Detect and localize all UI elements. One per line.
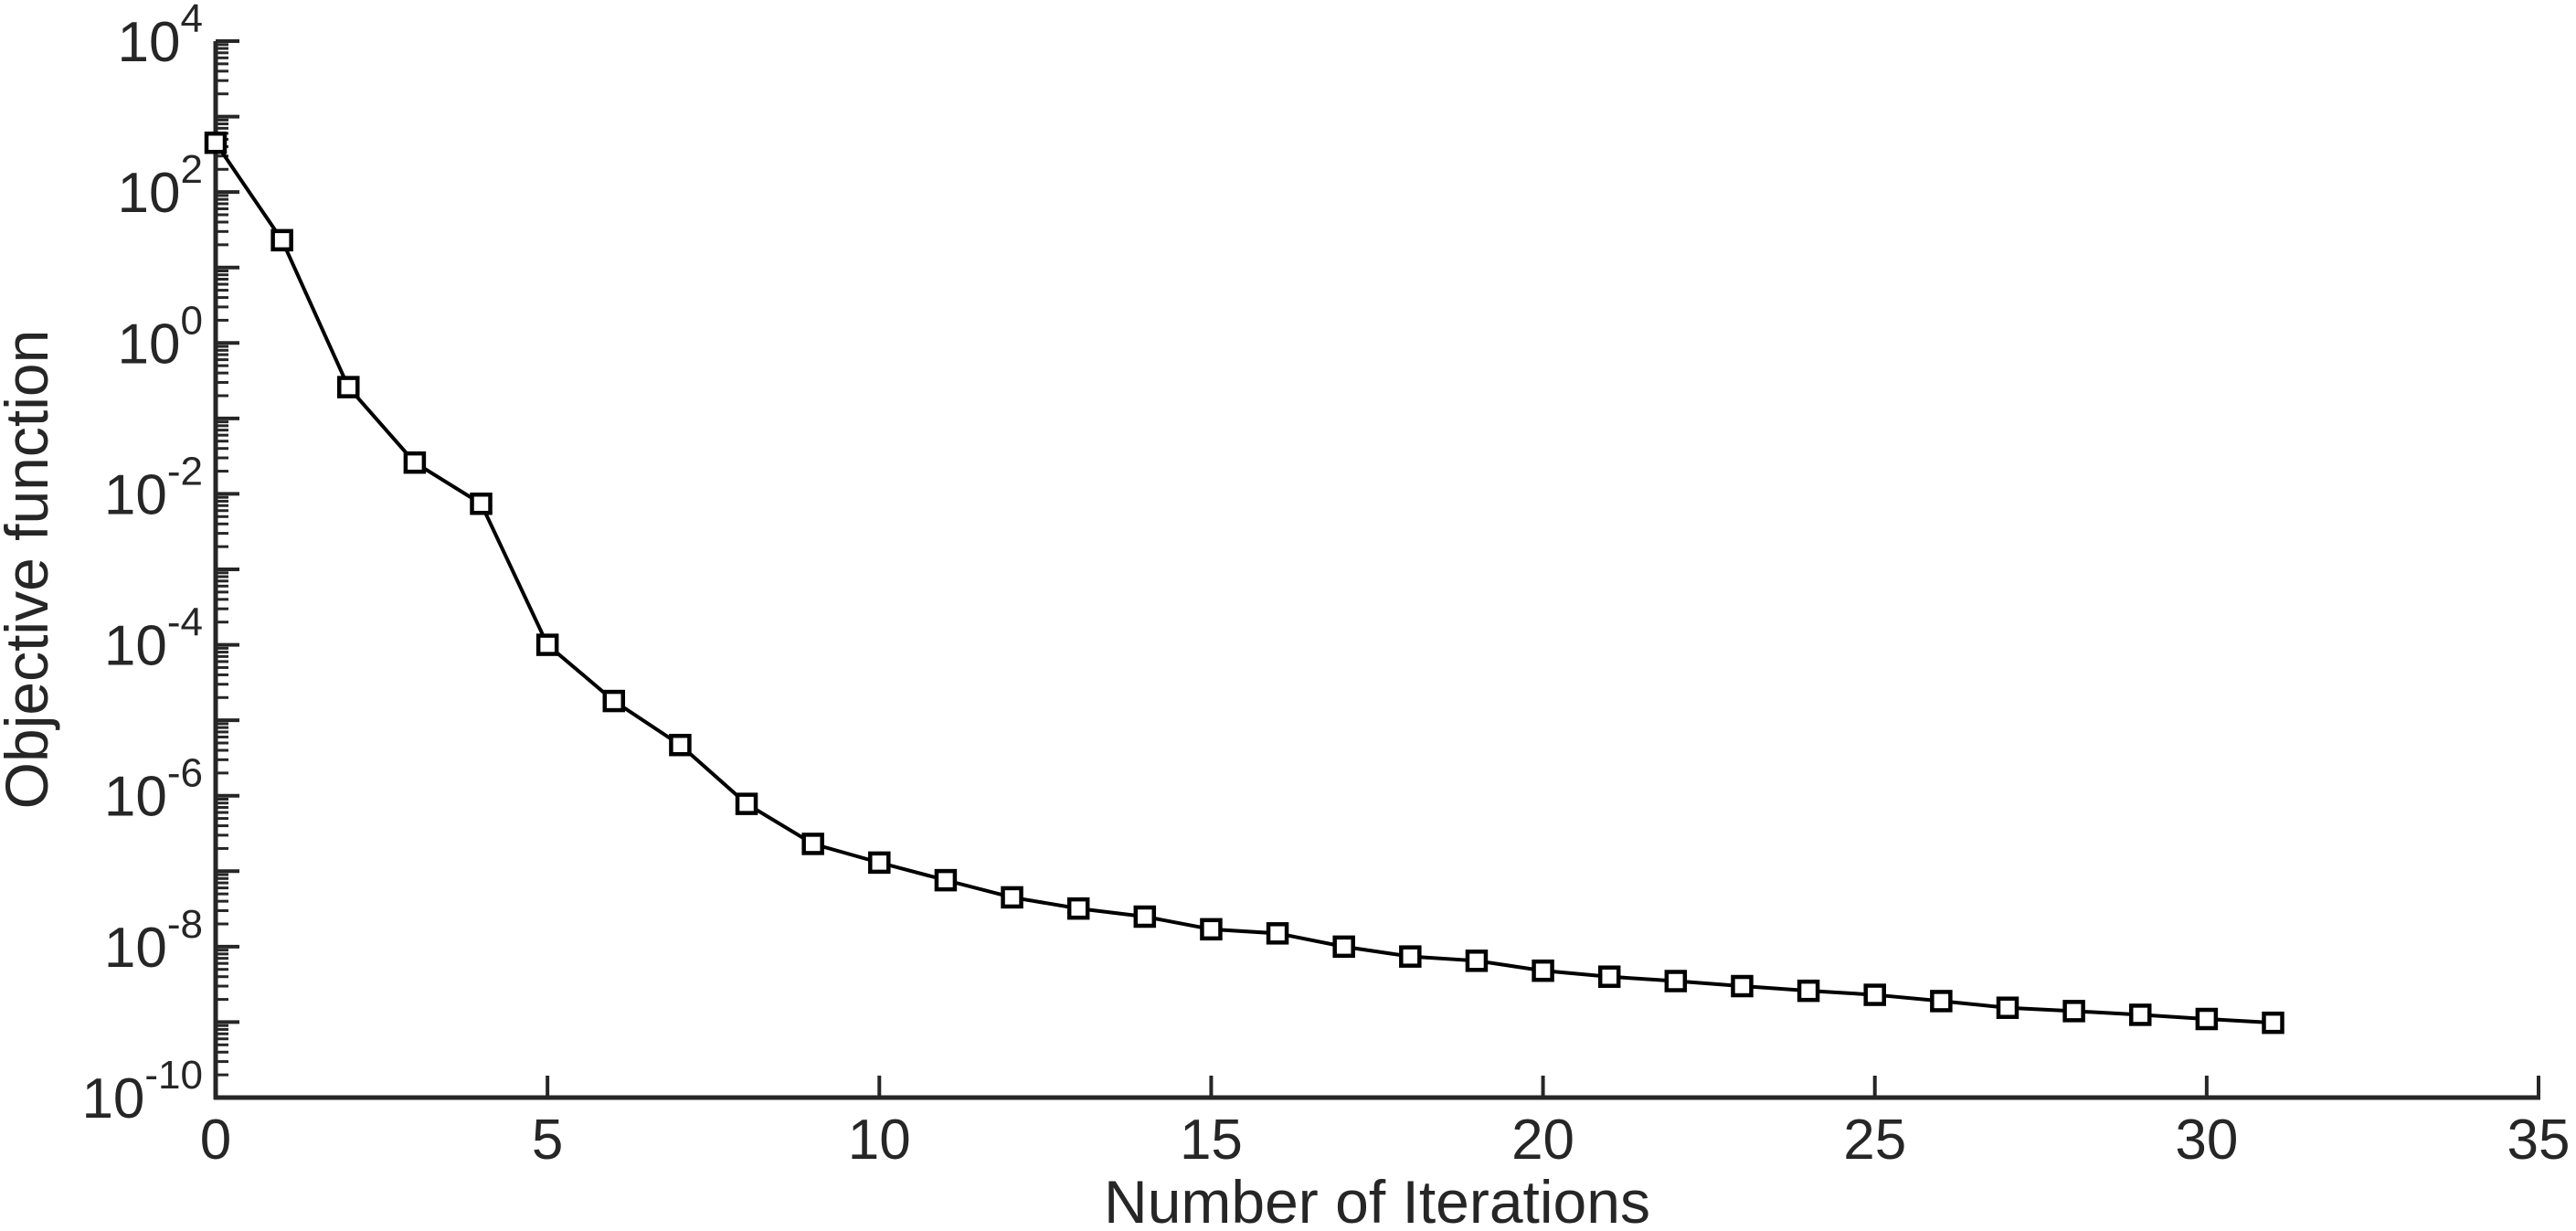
data-point-marker bbox=[1797, 979, 1820, 1003]
data-point-marker bbox=[470, 492, 493, 515]
axes-layer: 0 5 10 15 20 25 30 35 104 102 100 10-2 10-4 10-6 10-8 1… bbox=[81, 0, 2570, 1172]
y-axis-label: Objective function bbox=[0, 330, 60, 810]
x-tick-label: 5 bbox=[532, 1109, 563, 1172]
data-point-marker bbox=[1001, 886, 1023, 909]
y-tick-label: 10-6 bbox=[104, 751, 203, 829]
data-point-marker bbox=[1532, 959, 1554, 982]
data-point-marker bbox=[535, 633, 559, 656]
data-point-marker bbox=[1996, 996, 2019, 1019]
series-layer bbox=[204, 131, 2284, 1035]
x-tick-label: 20 bbox=[1511, 1109, 1574, 1172]
x-tick-label: 35 bbox=[2507, 1109, 2571, 1172]
data-point-marker bbox=[735, 792, 758, 815]
data-point-marker bbox=[1664, 970, 1688, 992]
data-point-marker bbox=[934, 868, 958, 892]
data-point-marker bbox=[602, 689, 626, 713]
y-tick-label: 102 bbox=[118, 147, 203, 225]
data-point-marker bbox=[2128, 1003, 2152, 1026]
data-point-marker bbox=[1863, 983, 1886, 1006]
x-tick-label: 25 bbox=[1843, 1109, 1906, 1172]
data-point-marker bbox=[1465, 950, 1489, 972]
data-point-marker bbox=[1399, 945, 1422, 968]
data-point-marker bbox=[204, 131, 228, 154]
data-point-marker bbox=[1133, 905, 1157, 929]
data-series-line bbox=[214, 142, 2274, 1025]
data-point-marker bbox=[1597, 965, 1621, 988]
data-point-marker bbox=[1266, 922, 1289, 945]
x-tick-label: 10 bbox=[848, 1109, 911, 1172]
data-point-marker bbox=[801, 833, 824, 855]
data-point-marker bbox=[1200, 918, 1223, 941]
data-point-marker bbox=[1731, 974, 1754, 998]
data-point-marker bbox=[1332, 935, 1355, 959]
y-tick-label: 10-8 bbox=[104, 902, 203, 980]
data-point-marker bbox=[2262, 1011, 2284, 1035]
x-tick-label: 30 bbox=[2175, 1109, 2238, 1172]
data-point-marker bbox=[2062, 1000, 2085, 1023]
y-tick-label: 10-10 bbox=[81, 1053, 203, 1130]
data-point-marker bbox=[2195, 1007, 2219, 1031]
data-point-marker bbox=[1930, 990, 1953, 1013]
data-point-marker bbox=[669, 733, 692, 757]
x-axis-label: Number of Iterations bbox=[1104, 1168, 1650, 1231]
data-point-marker bbox=[1066, 897, 1090, 920]
x-tick-label: 0 bbox=[200, 1109, 231, 1172]
data-point-marker bbox=[403, 451, 427, 474]
y-tick-label: 104 bbox=[118, 0, 203, 74]
y-tick-label: 10-4 bbox=[104, 600, 203, 678]
y-tick-label: 100 bbox=[118, 298, 203, 376]
y-tick-label: 10-2 bbox=[104, 449, 203, 526]
data-point-marker bbox=[337, 376, 360, 398]
x-tick-label: 15 bbox=[1180, 1109, 1243, 1172]
data-point-marker bbox=[868, 851, 891, 875]
data-point-marker bbox=[270, 228, 293, 252]
